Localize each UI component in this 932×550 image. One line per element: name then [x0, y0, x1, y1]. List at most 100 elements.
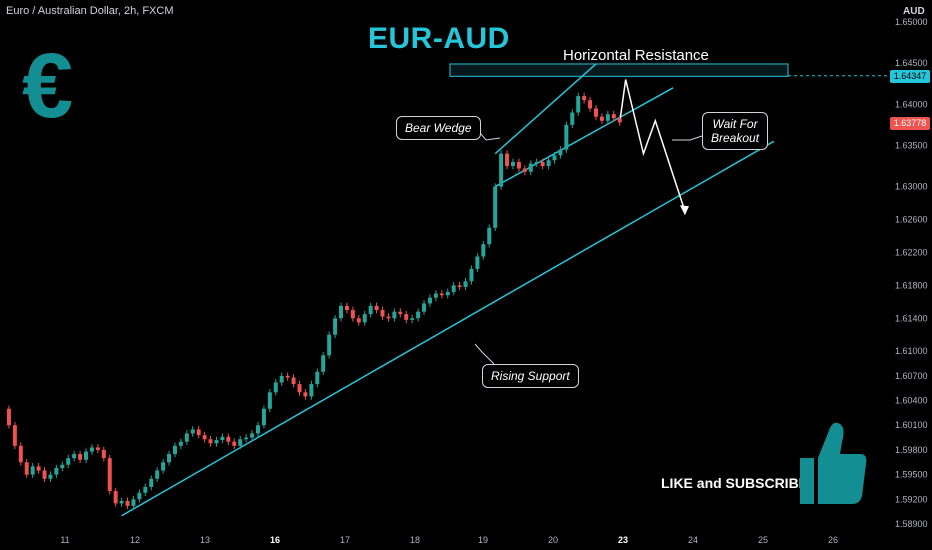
candle-body: [374, 305, 379, 311]
y-tick-label: 1.59500: [895, 470, 928, 480]
y-tick-label: 1.62600: [895, 215, 928, 225]
thumbs-up-icon: [800, 422, 867, 504]
candle-body: [410, 318, 415, 320]
candle-body: [594, 108, 598, 117]
candle-body: [510, 161, 515, 167]
candle-body: [95, 447, 100, 450]
candle-body: [386, 316, 391, 319]
x-tick-label: 13: [200, 535, 210, 545]
x-tick-label: 20: [548, 535, 558, 545]
candle-body: [119, 500, 124, 504]
breakout-pointer: [672, 135, 703, 141]
candle-body: [261, 408, 266, 426]
x-tick-label: 18: [410, 535, 420, 545]
resistance-label: Horizontal Resistance: [563, 47, 709, 64]
current-price-tag: 1.63778: [890, 117, 930, 130]
y-tick-label: 1.59800: [895, 445, 928, 455]
candle-body: [24, 462, 29, 475]
overlay-title: EUR-AUD: [368, 22, 510, 55]
candle-body: [238, 439, 243, 446]
candle-body: [72, 454, 77, 459]
candle-body: [617, 118, 622, 123]
y-tick-label: 1.59200: [895, 494, 928, 504]
candle-body: [463, 281, 468, 287]
candles-layer: [6, 92, 622, 510]
candle-body: [18, 445, 23, 463]
candle-body: [516, 161, 521, 169]
y-tick-label: 1.62200: [895, 247, 928, 257]
candle-body: [285, 375, 290, 378]
candle-body: [113, 491, 118, 504]
x-tick-label: 26: [828, 535, 838, 545]
candle-body: [172, 445, 177, 455]
candle-body: [570, 112, 575, 125]
wait-breakout-note: Wait For Breakout: [702, 112, 769, 150]
candle-body: [427, 297, 432, 304]
candle-body: [30, 466, 35, 475]
candle-body: [582, 96, 587, 101]
projection-path: [618, 79, 686, 212]
candle-body: [101, 449, 106, 459]
candle-body: [149, 478, 154, 487]
candle-body: [534, 161, 539, 164]
candle-body: [303, 392, 308, 397]
candle-body: [499, 153, 504, 187]
candle-body: [433, 293, 438, 298]
candle-body: [36, 466, 41, 471]
candle-body: [167, 454, 172, 463]
candle-body: [599, 116, 604, 121]
candle-body: [362, 314, 367, 323]
rising-support-note: Rising Support: [482, 364, 579, 388]
candle-body: [60, 464, 65, 469]
candle-body: [273, 382, 278, 393]
projection-arrow-head: [679, 205, 689, 216]
wait-breakout-line1: Wait For: [712, 117, 758, 131]
x-tick-label: 24: [688, 535, 698, 545]
y-tick-label: 1.65000: [895, 17, 928, 27]
candle-body: [184, 433, 189, 442]
candle-body: [493, 186, 498, 228]
y-tick-label: 1.63000: [895, 182, 928, 192]
candle-body: [416, 311, 421, 319]
y-tick-label: 1.60700: [895, 371, 928, 381]
x-tick-label: 23: [618, 535, 628, 545]
candle-body: [54, 468, 59, 475]
symbol-title: Euro / Australian Dollar, 2h, FXCM: [6, 5, 174, 17]
candle-body: [226, 436, 231, 442]
candle-body: [202, 435, 207, 440]
candle-body: [48, 474, 53, 479]
rising-support-line: [121, 140, 775, 517]
support-pointer: [474, 343, 495, 365]
candle-body: [214, 440, 219, 444]
candle-body: [505, 153, 510, 167]
candle-body: [190, 429, 195, 434]
bear-wedge-note: Bear Wedge: [396, 116, 481, 140]
candle-body: [196, 429, 201, 436]
like-subscribe-text: LIKE and SUBSCRIBE: [661, 475, 809, 491]
candle-body: [605, 114, 610, 121]
y-tick-label: 1.61000: [895, 346, 928, 356]
candle-body: [380, 310, 385, 317]
y-tick-label: 1.60400: [895, 396, 928, 406]
candle-body: [6, 408, 11, 426]
candle-body: [404, 314, 409, 320]
candle-body: [78, 454, 83, 460]
candle-body: [321, 355, 326, 372]
candle-body: [356, 318, 361, 323]
candle-body: [232, 441, 237, 446]
currency-label: AUD: [903, 6, 925, 17]
x-tick-label: 19: [478, 535, 488, 545]
candle-body: [457, 285, 462, 287]
candle-body: [392, 311, 397, 319]
candle-body: [315, 371, 320, 385]
candle-body: [267, 392, 272, 409]
candle-body: [558, 149, 563, 156]
candle-body: [546, 160, 551, 167]
candle-body: [66, 458, 71, 465]
resistance-price-tag: 1.64347: [890, 70, 930, 83]
resistance-zone: [449, 63, 789, 77]
x-tick-label: 16: [270, 535, 280, 545]
y-axis: 1.65000 1.64500 1.64000 1.63500 1.63000 1.626…: [895, 17, 928, 529]
candle-body: [291, 377, 296, 385]
